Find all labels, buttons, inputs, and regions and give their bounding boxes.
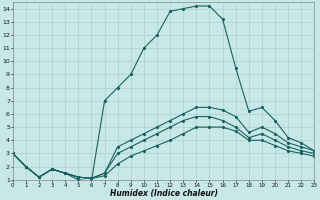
X-axis label: Humidex (Indice chaleur): Humidex (Indice chaleur) [109, 189, 218, 198]
